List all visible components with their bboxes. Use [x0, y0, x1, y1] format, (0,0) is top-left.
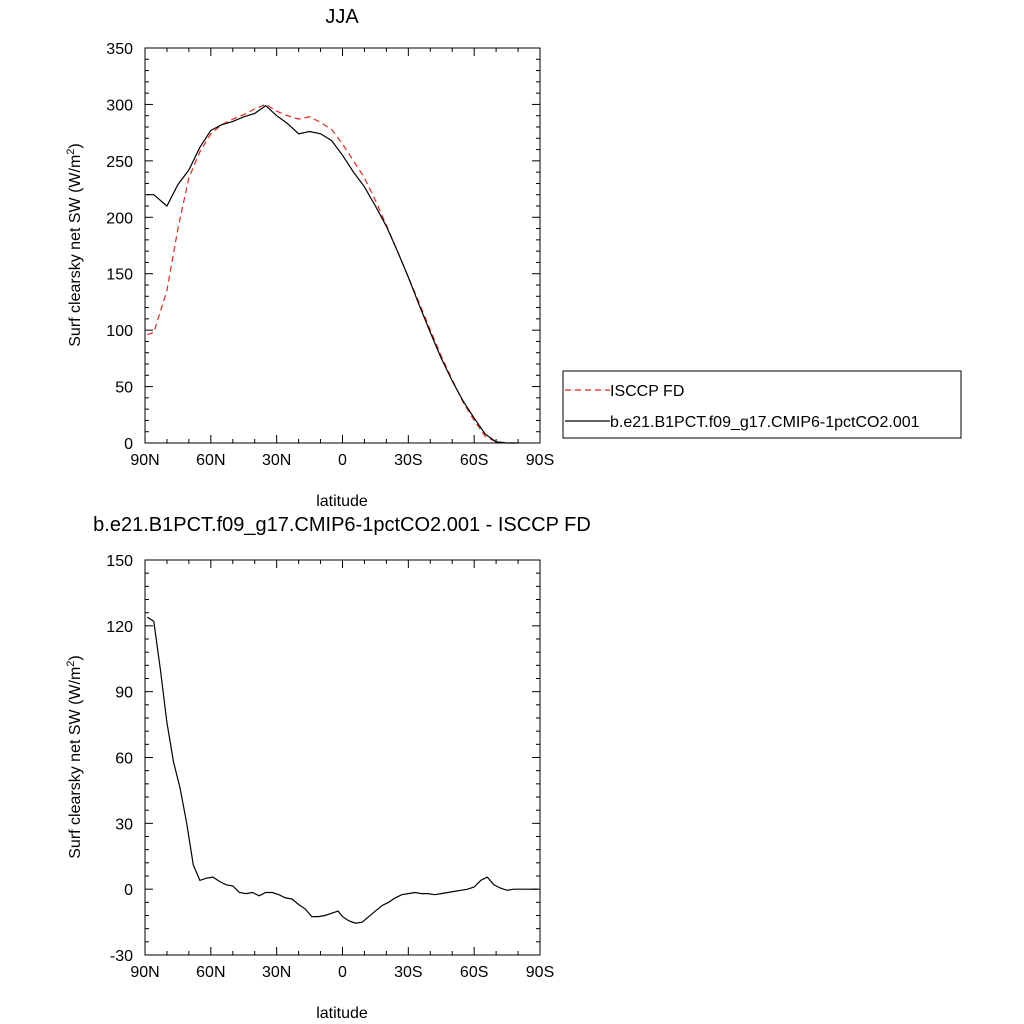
- y-axis-label-main: Surf clearsky net SW (W/m: [67, 667, 84, 859]
- axis-ticks: 90N 60N 30N 0 30S 60S 90S -30 0 30 60 90 120 150: [106, 553, 554, 981]
- y-axis-label-main: Surf clearsky net SW (W/m: [67, 155, 84, 347]
- y-tick-label: 50: [115, 380, 133, 397]
- x-tick-label: 0: [338, 452, 347, 469]
- legend-label-model: b.e21.B1PCT.f09_g17.CMIP6-1pctCO2.001: [610, 414, 920, 431]
- y-tick-label: 200: [106, 210, 133, 227]
- legend: ISCCP FD b.e21.B1PCT.f09_g17.CMIP6-1pctC…: [562, 370, 962, 439]
- x-tick-label: 60N: [196, 452, 225, 469]
- y-axis-label-close: ): [67, 143, 84, 148]
- x-tick-label: 60N: [196, 964, 225, 981]
- x-tick-label: 30S: [394, 452, 422, 469]
- x-tick-label: 30S: [394, 964, 422, 981]
- chart-bottom-difference: b.e21.B1PCT.f09_g17.CMIP6-1pctCO2.001 - …: [65, 514, 591, 1022]
- x-axis-label: latitude: [316, 493, 368, 510]
- y-tick-label: 120: [106, 619, 133, 636]
- y-axis-label-superscript: 2: [65, 149, 77, 155]
- axis-ticks: 90N 60N 30N 0 30S 60S 90S 0 50 100 150 200 250 300 350: [106, 41, 554, 469]
- x-tick-label: 60S: [460, 964, 488, 981]
- x-tick-label: 0: [338, 964, 347, 981]
- series-lines: [147, 103, 519, 444]
- y-tick-label: 350: [106, 41, 133, 58]
- y-tick-label: 90: [115, 685, 133, 702]
- y-tick-label: 0: [124, 436, 133, 453]
- x-tick-label: 90N: [130, 452, 159, 469]
- x-tick-label: 90N: [130, 964, 159, 981]
- y-axis-label: Surf clearsky net SW (W/m2): [65, 655, 84, 858]
- y-tick-label: 0: [124, 882, 133, 899]
- chart-top-jja: JJA 90N 60N 30N 0 30S 60S 90S 0 50 100 150 200 250 30…: [65, 6, 962, 510]
- plot-frame: [144, 47, 541, 444]
- y-tick-label: 30: [115, 816, 133, 833]
- y-tick-label: 60: [115, 751, 133, 768]
- legend-box: [562, 370, 962, 439]
- x-tick-label: 30N: [262, 964, 291, 981]
- x-tick-label: 90S: [526, 964, 554, 981]
- x-tick-label: 30N: [262, 452, 291, 469]
- y-axis-label-superscript: 2: [65, 661, 77, 667]
- y-tick-label: 250: [106, 154, 133, 171]
- plot-frame: [144, 559, 541, 956]
- y-tick-label: -30: [110, 948, 133, 965]
- legend-label-isccp: ISCCP FD: [610, 383, 684, 400]
- x-axis-label: latitude: [316, 1005, 368, 1022]
- series-line-0: [146, 616, 538, 924]
- series-line-0: [147, 103, 519, 444]
- y-tick-label: 150: [106, 553, 133, 570]
- x-tick-label: 60S: [460, 452, 488, 469]
- y-axis-label: Surf clearsky net SW (W/m2): [65, 143, 84, 346]
- chart-title: b.e21.B1PCT.f09_g17.CMIP6-1pctCO2.001 - …: [93, 514, 591, 536]
- series-line-1: [147, 104, 519, 444]
- y-tick-label: 300: [106, 97, 133, 114]
- chart-title: JJA: [325, 6, 359, 28]
- y-tick-label: 100: [106, 323, 133, 340]
- y-tick-label: 150: [106, 267, 133, 284]
- x-tick-label: 90S: [526, 452, 554, 469]
- series-lines: [146, 616, 538, 924]
- y-axis-label-close: ): [67, 655, 84, 660]
